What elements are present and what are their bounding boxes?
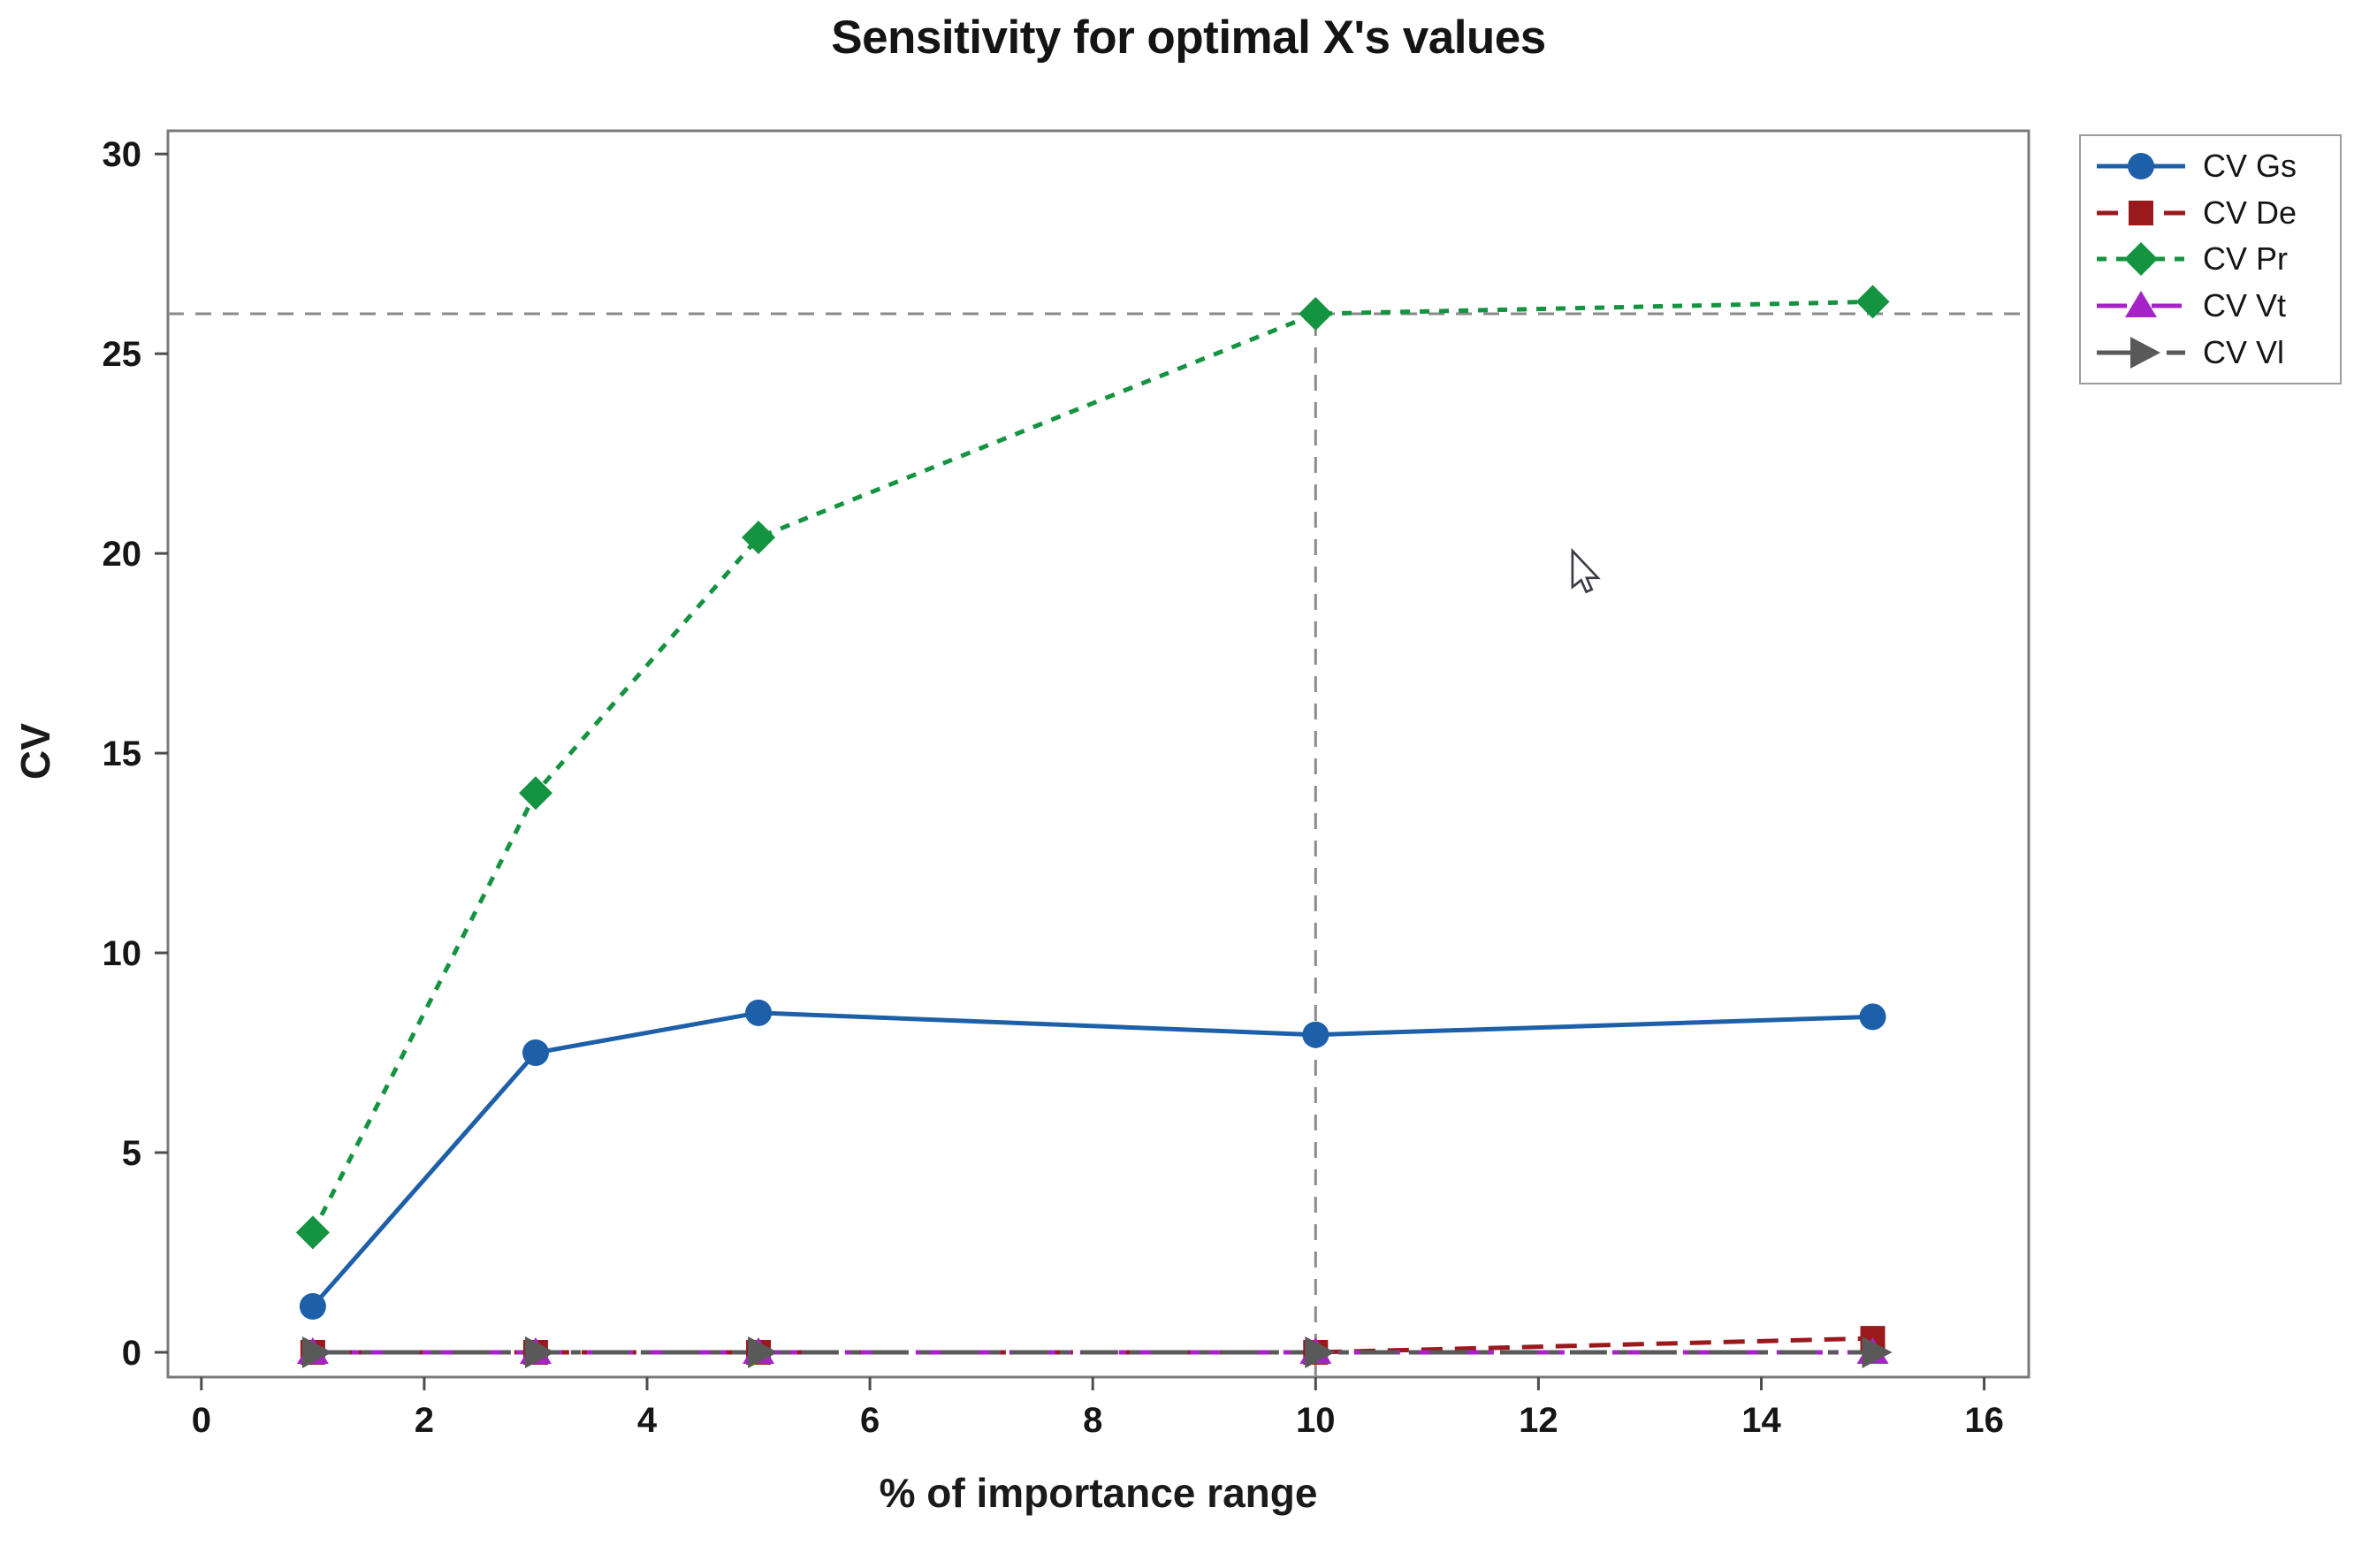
marker-cv-vl [524,1336,555,1368]
marker-cv-pr [742,521,776,555]
chart-title: Sensitivity for optimal X's values [831,11,1546,64]
marker-cv-vl [1305,1336,1336,1368]
legend: CV Gs CV De CV Pr CV Vt CV Vl [2079,134,2342,384]
marker-cv-pr [295,1215,330,1250]
series-line-cv-pr [310,299,1873,1234]
y-axis-tick-label: 0 [122,1334,141,1373]
x-axis-tick-label: 16 [1964,1401,2004,1440]
marker-cv-vl [1862,1336,1893,1368]
y-axis-tick-label: 10 [103,934,142,973]
x-axis-tick-label: 4 [637,1401,658,1440]
legend-item-cv-vl: CV Vl [2095,332,2333,373]
legend-label: CV Pr [2203,240,2289,278]
x-axis-tick-label: 10 [1296,1401,1336,1440]
x-axis-title: % of importance range [879,1470,1318,1516]
x-axis-tick-label: 6 [860,1401,880,1440]
legend-label: CV Gs [2203,147,2297,184]
legend-item-cv-gs: CV Gs [2095,146,2333,186]
x-axis-tick-label: 14 [1741,1401,1781,1440]
y-axis-tick-label: 30 [103,135,142,174]
x-axis-tick-label: 12 [1519,1401,1558,1440]
marker-cv-gs [1859,1003,1886,1031]
legend-sample-cv-vt-icon [2097,291,2185,318]
y-axis-tick-label: 20 [103,535,142,574]
mouse-arrow-cursor [1571,548,1601,594]
legend-label: CV Vl [2203,334,2285,371]
legend-label: CV Vt [2203,287,2287,324]
marker-cv-pr [1299,296,1333,331]
legend-label: CV De [2203,194,2297,231]
legend-sample-marker [2125,291,2157,318]
marker-cv-pr [518,776,552,811]
legend-sample-marker [2124,242,2158,277]
y-axis-tick-label: 5 [122,1134,141,1173]
legend-item-cv-vt: CV Vt [2095,285,2333,326]
legend-sample-marker [2128,152,2154,179]
legend-sample-marker [2129,200,2153,225]
x-axis-tick-label: 0 [192,1401,211,1440]
marker-cv-gs [522,1039,549,1067]
marker-cv-pr [1855,285,1890,319]
legend-item-cv-de: CV De [2095,193,2333,233]
legend-item-cv-pr: CV Pr [2095,239,2333,279]
y-axis-tick-label: 25 [103,335,142,374]
marker-cv-gs [1302,1021,1329,1048]
legend-sample-cv-pr-icon [2097,242,2185,277]
legend-sample-cv-gs-icon [2097,152,2185,179]
legend-sample-cv-vl-icon [2097,337,2185,369]
plot-frame [166,129,2030,1379]
y-axis-title: CV [12,723,58,780]
marker-cv-gs [745,999,773,1026]
y-axis-tick-label: 15 [103,735,142,773]
legend-sample-cv-de-icon [2097,200,2185,225]
legend-sample-marker [2130,337,2160,369]
marker-cv-vl [301,1336,332,1368]
x-axis-tick-label: 8 [1083,1401,1102,1440]
marker-cv-vl [748,1336,779,1368]
x-axis-tick-label: 2 [415,1401,434,1440]
marker-cv-gs [299,1293,326,1321]
